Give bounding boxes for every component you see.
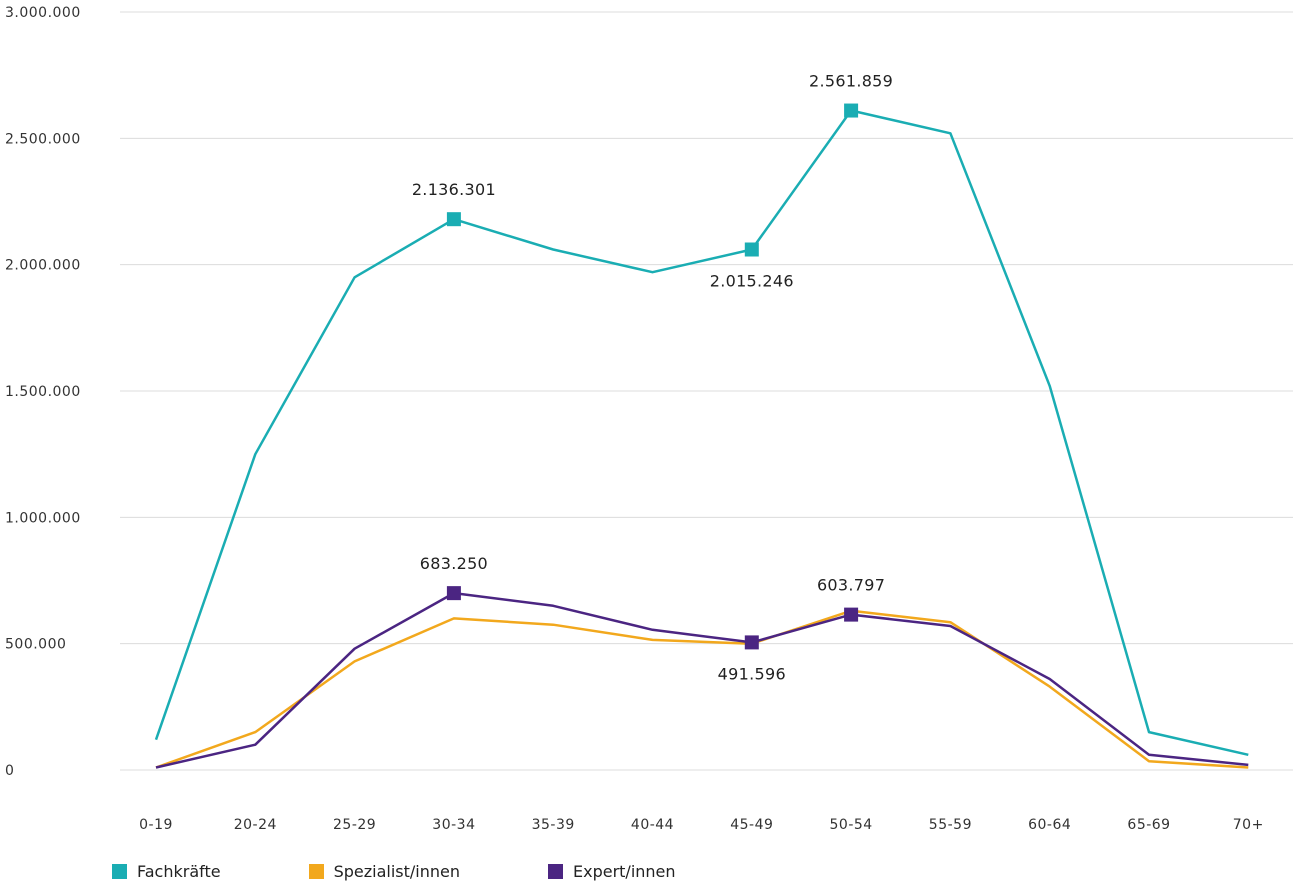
data-label: 603.797 xyxy=(817,576,885,595)
data-label: 2.015.246 xyxy=(710,272,794,291)
x-tick-label: 60-64 xyxy=(1028,817,1071,833)
x-tick-label: 0-19 xyxy=(139,817,173,833)
series-lines xyxy=(154,109,1249,769)
grid-lines xyxy=(120,11,1293,771)
legend-item-spezialisten[interactable]: Spezialist/innen xyxy=(308,862,460,881)
y-tick-label: 2.500.000 xyxy=(5,131,81,147)
data-label: 683.250 xyxy=(420,554,488,573)
x-tick-label: 35-39 xyxy=(532,817,575,833)
x-tick-label: 20-24 xyxy=(234,817,277,833)
x-tick-label: 65-69 xyxy=(1127,817,1170,833)
legend-swatch xyxy=(548,864,563,879)
data-labels: 2.136.301 2.015.246 2.561.859 683.250 491.59… xyxy=(412,72,893,684)
x-tick-label: 30-34 xyxy=(432,817,475,833)
y-tick-label: 3.000.000 xyxy=(5,5,81,21)
y-tick-label: 1.000.000 xyxy=(5,510,81,526)
y-tick-label: 2.000.000 xyxy=(5,258,81,274)
legend: Fachkräfte Spezialist/innen Expert/innen xyxy=(112,862,764,881)
x-tick-label: 25-29 xyxy=(333,817,376,833)
series-line-1 xyxy=(155,609,1249,769)
x-tick-label: 40-44 xyxy=(631,817,674,833)
series-line-0 xyxy=(154,109,1249,757)
series-markers xyxy=(446,103,859,650)
legend-swatch xyxy=(308,864,324,879)
legend-swatch xyxy=(112,864,127,879)
data-point-marker[interactable] xyxy=(744,635,759,650)
y-axis: 0 500.000 1.000.000 1.500.000 2.000.000 2.500… xyxy=(5,5,81,779)
data-point-marker[interactable] xyxy=(744,242,759,257)
data-label: 2.136.301 xyxy=(412,180,496,199)
x-tick-label: 45-49 xyxy=(730,817,773,833)
legend-label: Fachkräfte xyxy=(137,862,221,881)
data-label: 491.596 xyxy=(718,664,786,683)
y-tick-label: 0 xyxy=(5,763,14,779)
data-point-marker[interactable] xyxy=(844,607,859,622)
x-axis: 0-19 20-24 25-29 30-34 35-39 40-44 45-49 50-54 5… xyxy=(139,817,1264,833)
x-tick-label: 70+ xyxy=(1233,817,1264,833)
legend-item-experten[interactable]: Expert/innen xyxy=(548,862,676,881)
data-point-marker[interactable] xyxy=(446,586,461,601)
y-tick-label: 1.500.000 xyxy=(5,384,81,400)
data-point-marker[interactable] xyxy=(446,212,461,227)
y-tick-label: 500.000 xyxy=(5,637,66,653)
legend-item-fachkraefte[interactable]: Fachkräfte xyxy=(112,862,221,881)
series-line-2 xyxy=(155,591,1249,769)
x-tick-label: 55-59 xyxy=(929,817,972,833)
legend-label: Expert/innen xyxy=(573,862,676,881)
data-label: 2.561.859 xyxy=(809,72,893,91)
legend-label: Spezialist/innen xyxy=(333,862,460,881)
x-tick-label: 50-54 xyxy=(830,817,873,833)
data-point-marker[interactable] xyxy=(844,103,859,118)
